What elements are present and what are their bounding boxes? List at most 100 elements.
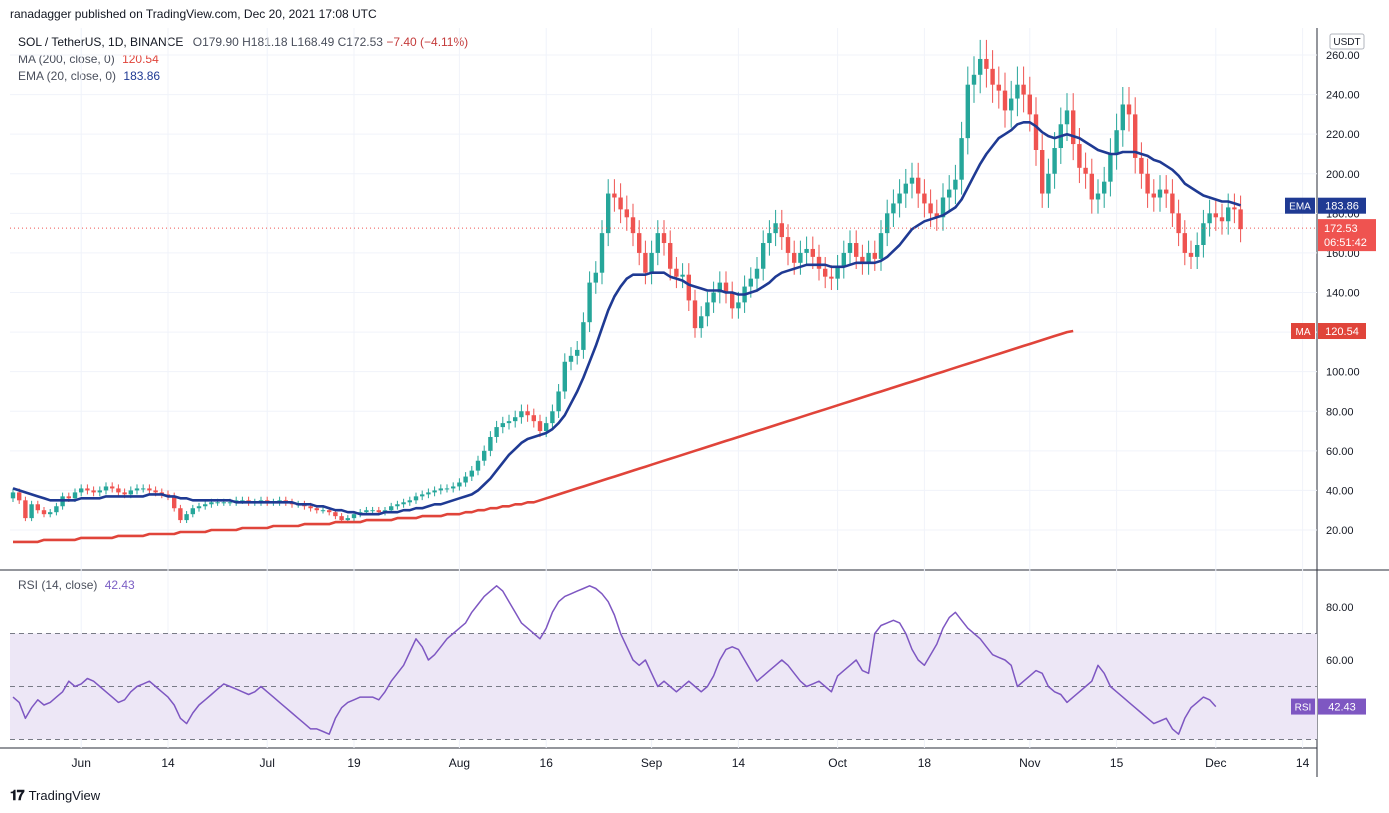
y-tick-label: 220.00 xyxy=(1326,129,1360,141)
y-tick-label: 20.00 xyxy=(1326,525,1354,537)
candle-body xyxy=(785,237,791,253)
candle-body xyxy=(649,252,654,273)
candle-body xyxy=(674,268,679,277)
candle-body xyxy=(637,233,642,253)
candle-body xyxy=(537,421,543,432)
candle-body xyxy=(872,252,877,259)
candle-body xyxy=(798,252,803,263)
rsi-tag[interactable] xyxy=(1291,698,1315,715)
candle-body xyxy=(940,197,946,218)
candle-body xyxy=(141,488,146,490)
candle-body xyxy=(1046,173,1051,194)
rsi-value-badge[interactable] xyxy=(1318,698,1366,715)
legend-high: H181.18 xyxy=(242,35,288,49)
candle-body xyxy=(327,510,332,513)
candle-body xyxy=(345,518,350,521)
ema-legend[interactable]: EMA (20, close, 0) 183.86 xyxy=(18,69,160,83)
candle-body xyxy=(705,302,710,317)
currency-badge[interactable] xyxy=(1329,33,1365,50)
currency-label: USDT xyxy=(1333,37,1360,48)
candle-body xyxy=(494,427,499,437)
candle-body xyxy=(717,282,722,293)
last-price-badge[interactable] xyxy=(1318,219,1376,252)
candle-body xyxy=(581,322,586,350)
candle-body xyxy=(686,274,691,301)
candle-body xyxy=(754,268,760,279)
candle-body xyxy=(916,177,921,194)
ma-price-badge[interactable] xyxy=(1318,323,1366,340)
candle-body xyxy=(1219,217,1225,222)
candle-body xyxy=(575,349,580,356)
candle-body xyxy=(804,248,809,253)
candle-body xyxy=(128,490,133,495)
candle-body xyxy=(1139,157,1144,174)
candle-body xyxy=(816,256,822,269)
x-tick-label: Dec xyxy=(1205,756,1226,770)
candle-body xyxy=(736,302,741,309)
tradingview-footer[interactable]: 𝟏𝟕 TradingView xyxy=(10,787,100,804)
candle-body xyxy=(1027,94,1032,115)
candle-body xyxy=(519,411,524,418)
candle-body xyxy=(699,316,704,329)
candle-body xyxy=(562,361,567,392)
ema-tag[interactable] xyxy=(1285,197,1315,214)
candle-body xyxy=(767,233,772,244)
x-tick-label: Jul xyxy=(260,756,275,770)
candle-body xyxy=(1226,207,1231,222)
candle-body xyxy=(1002,90,1008,111)
y-tick-label: 60.00 xyxy=(1326,446,1354,458)
candle-body xyxy=(618,197,623,210)
candle-body xyxy=(1009,98,1014,111)
ma200-line[interactable] xyxy=(13,329,1074,544)
tradingview-logo-icon: 𝟏𝟕 xyxy=(10,787,25,803)
candle-body xyxy=(903,183,908,194)
candle-body xyxy=(29,504,34,519)
y-tick-label: 140.00 xyxy=(1326,288,1360,300)
candle-body xyxy=(506,421,512,424)
candle-body xyxy=(1015,84,1020,99)
candle-body xyxy=(314,508,319,511)
candle-body xyxy=(841,252,846,267)
candle-body xyxy=(1145,173,1150,194)
candle-body xyxy=(203,504,208,507)
candle-body xyxy=(41,510,47,515)
last-price-label: 172.53 xyxy=(1324,223,1358,235)
rsi-line[interactable] xyxy=(12,585,1217,735)
candle-body xyxy=(333,512,338,517)
legend-low: L168.49 xyxy=(290,35,335,49)
candle-body xyxy=(606,193,611,234)
candle-body xyxy=(482,450,487,461)
candle-body xyxy=(947,189,952,198)
candle-body xyxy=(587,282,592,323)
rsi-legend[interactable]: RSI (14, close) 42.43 xyxy=(18,578,135,592)
candle-body xyxy=(550,411,555,424)
candle-body xyxy=(1083,167,1088,174)
candle-body xyxy=(531,415,536,422)
candle-body xyxy=(1021,84,1026,95)
x-tick-label: Sep xyxy=(641,756,663,770)
candle-body xyxy=(723,282,729,293)
candle-body xyxy=(643,252,648,273)
candle-body xyxy=(909,177,915,184)
candle-body xyxy=(500,423,505,428)
candle-body xyxy=(1071,110,1076,145)
candle-body xyxy=(810,248,815,257)
candle-body xyxy=(1064,110,1070,125)
candle-body xyxy=(711,292,716,303)
symbol-name[interactable]: SOL / TetherUS, 1D, BINANCE xyxy=(18,35,184,49)
candle-body xyxy=(593,272,598,283)
candle-body xyxy=(438,488,443,491)
candle-body xyxy=(184,514,189,521)
ema-price-badge[interactable] xyxy=(1318,197,1366,214)
ma-tag[interactable] xyxy=(1291,323,1315,340)
candle-body xyxy=(996,84,1001,91)
candle-body xyxy=(10,492,16,499)
candle-body xyxy=(612,193,617,198)
candle-body xyxy=(97,490,102,493)
candle-body xyxy=(488,436,493,451)
candle-body xyxy=(854,243,859,257)
rsi-tag-label: RSI xyxy=(1295,703,1312,714)
ema20-line[interactable] xyxy=(12,121,1241,516)
candle-body xyxy=(1182,233,1187,253)
